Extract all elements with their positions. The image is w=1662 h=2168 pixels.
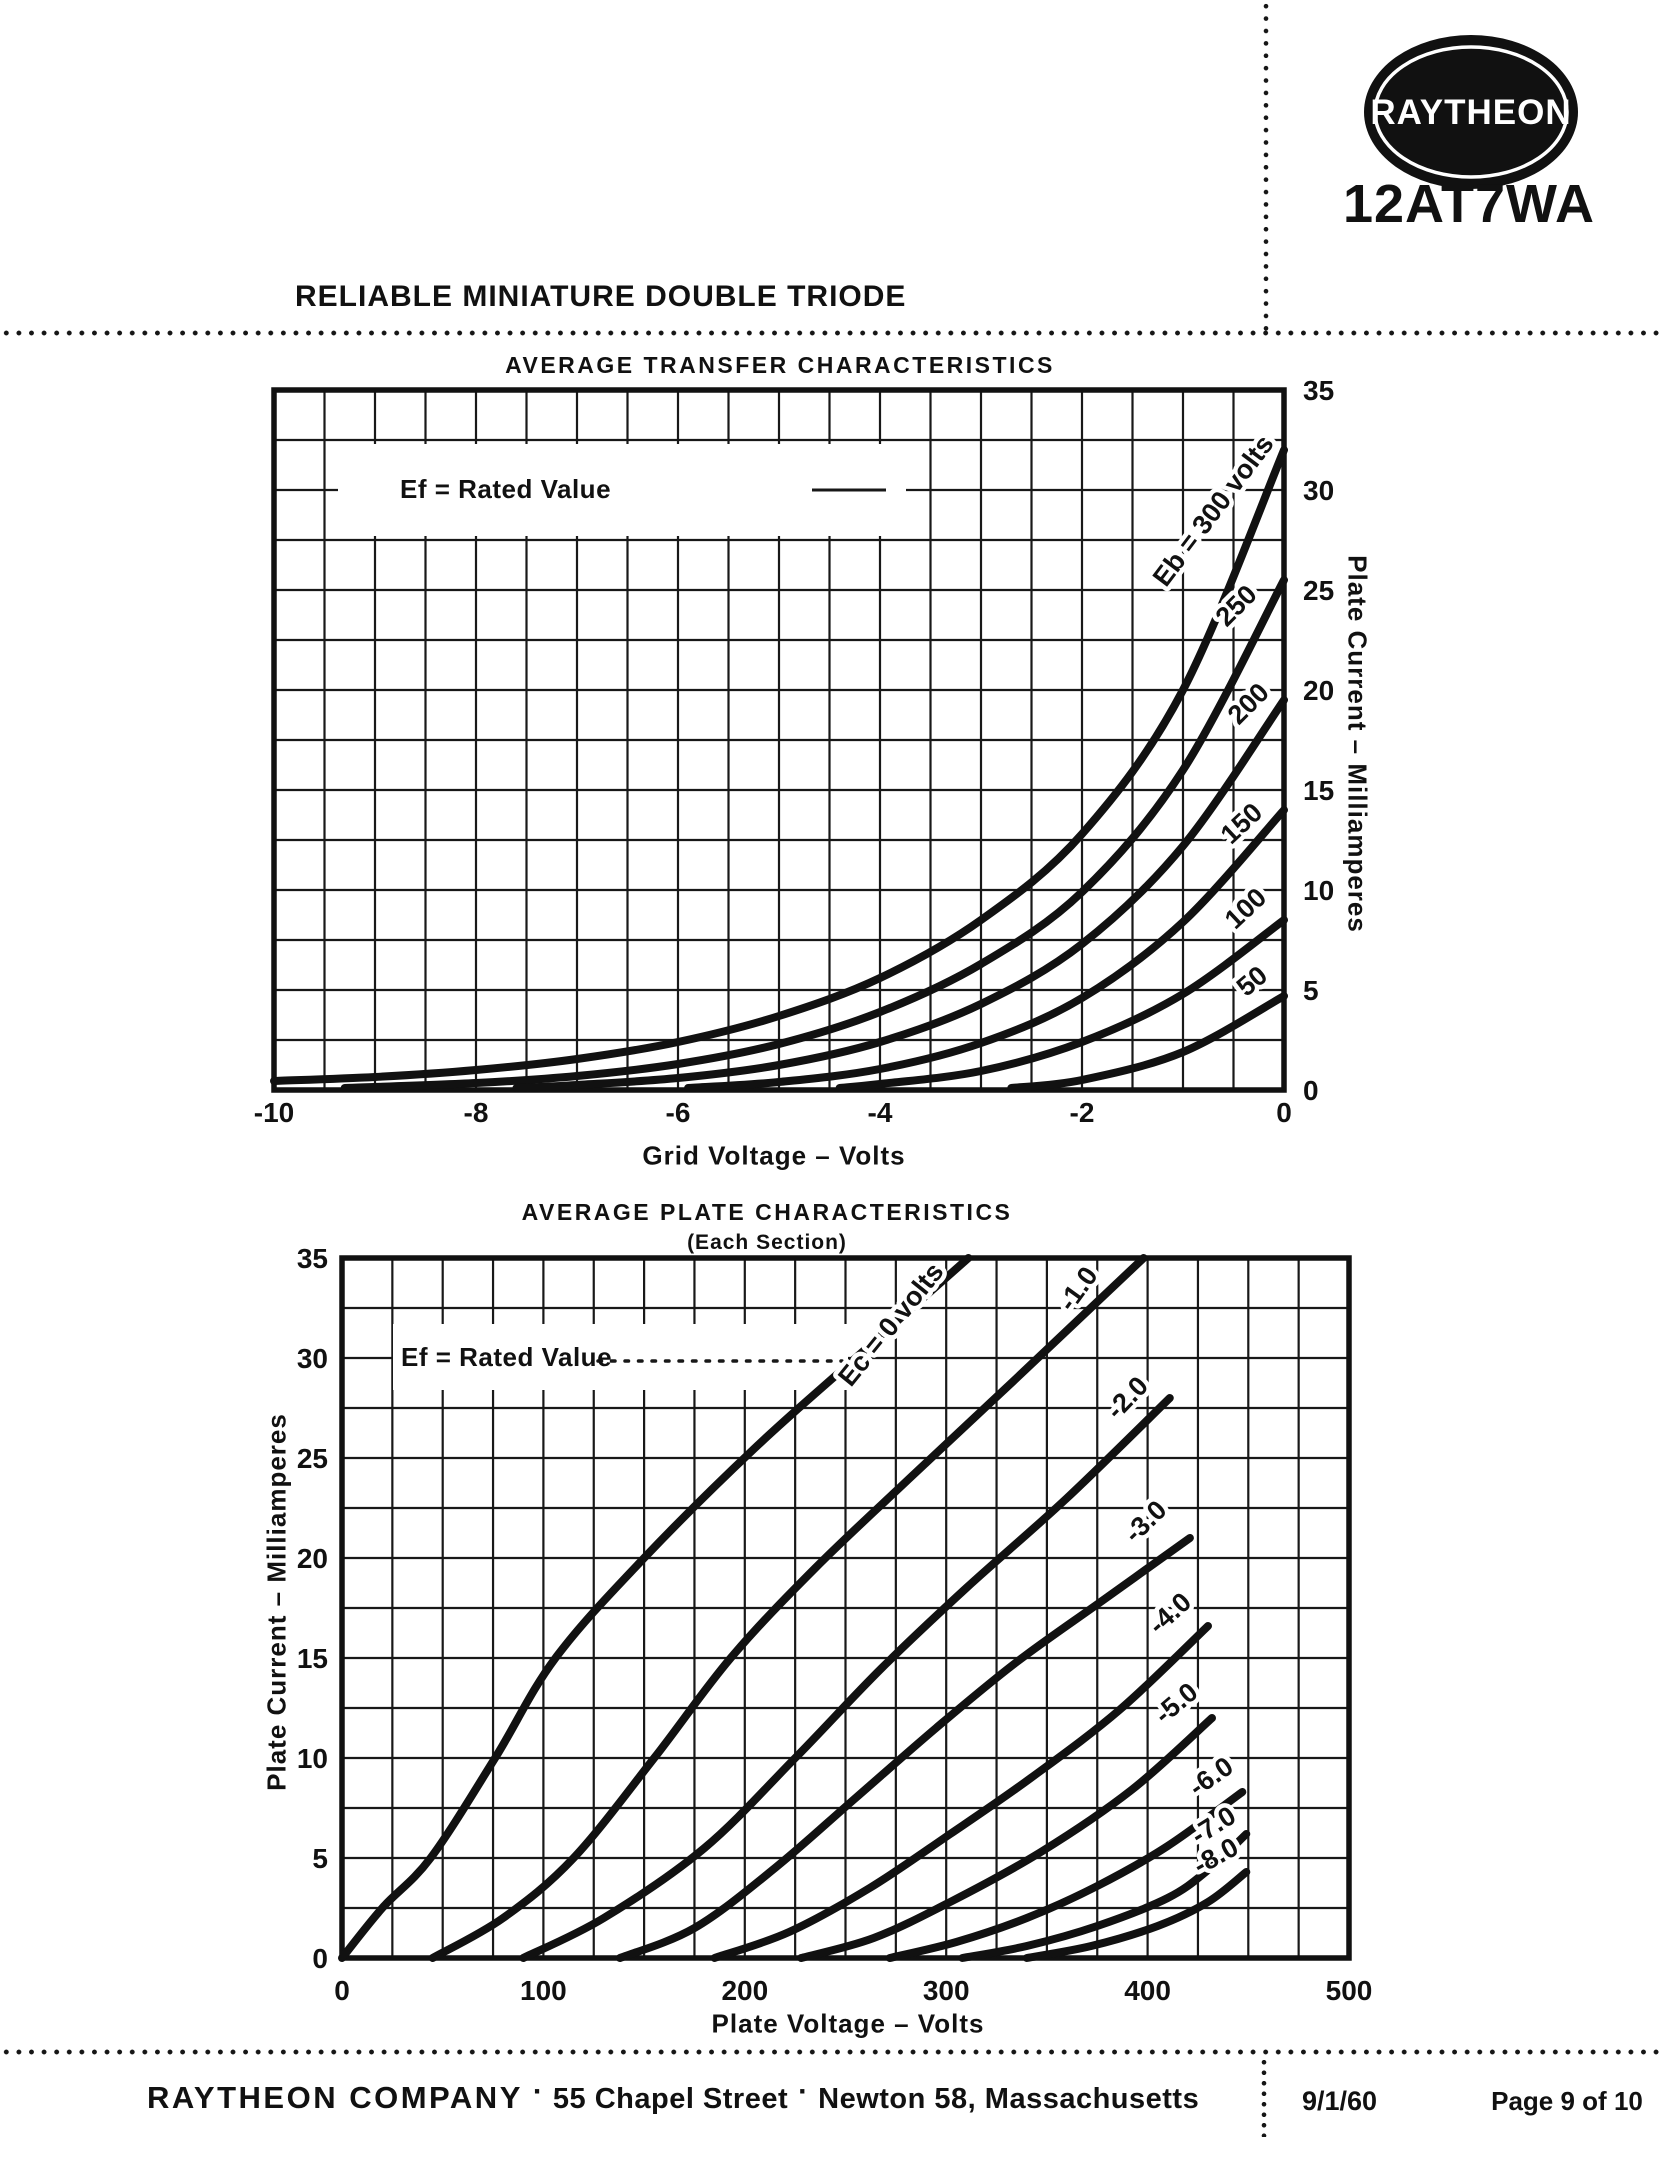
footer-date: 9/1/60 bbox=[1302, 2086, 1378, 2116]
curve bbox=[512, 696, 1288, 1092]
x-tick-label: -8 bbox=[464, 1097, 489, 1128]
dotted-divider-bottom bbox=[0, 2049, 1662, 2055]
x-tick-label: 500 bbox=[1326, 1975, 1373, 2006]
curve bbox=[340, 576, 1288, 1092]
logo-oval bbox=[1364, 35, 1578, 189]
dotted-divider-top bbox=[0, 330, 1662, 336]
y-tick-label: 30 bbox=[1303, 475, 1334, 506]
curve bbox=[615, 1534, 1194, 1962]
logo-text: RAYTHEON bbox=[1370, 93, 1571, 132]
footer-company: RAYTHEON COMPANY bbox=[147, 2080, 523, 2115]
curve bbox=[338, 1254, 973, 1962]
raytheon-logo: RAYTHEON bbox=[1364, 35, 1578, 189]
curve bbox=[1007, 992, 1288, 1092]
curve bbox=[835, 916, 1288, 1092]
footer-page-number: Page 9 of 10 bbox=[1491, 2086, 1643, 2116]
y-tick-label: 35 bbox=[1303, 375, 1334, 406]
x-tick-label: -2 bbox=[1070, 1097, 1095, 1128]
y-tick-label: 15 bbox=[297, 1643, 328, 1674]
plot-frame bbox=[271, 387, 1287, 1093]
curve-label: 50 bbox=[1231, 960, 1273, 1002]
part-number: 12AT7WA bbox=[1342, 174, 1596, 234]
curve-label: Ec = 0 volts bbox=[832, 1257, 949, 1392]
page-title: RELIABLE MINIATURE DOUBLE TRIODE bbox=[295, 280, 907, 313]
chart-2: Ec = 0 volts -1.0-2.0-3.0-4.0-5.0-6.0-7.0… bbox=[297, 1243, 1373, 2006]
x-tick-label: 0 bbox=[1276, 1097, 1292, 1128]
curve bbox=[428, 1254, 1148, 1962]
x-tick-label: -10 bbox=[254, 1097, 294, 1128]
curve bbox=[958, 1830, 1251, 1962]
chart2-subtitle: (Each Section) bbox=[687, 1231, 847, 1254]
y-tick-label: 10 bbox=[1303, 875, 1334, 906]
footer-city: Newton 58, Massachusetts bbox=[818, 2083, 1200, 2115]
chart1-yaxis-title: Plate Current – Milliamperes bbox=[1342, 555, 1373, 933]
curves bbox=[338, 1254, 1251, 1962]
curve bbox=[710, 1622, 1212, 1962]
footer-separator-dot: · bbox=[532, 2075, 543, 2108]
chart1-xaxis-title: Grid Voltage – Volts bbox=[642, 1140, 906, 1171]
chart2-title: AVERAGE PLATE CHARACTERISTICS bbox=[521, 1199, 1013, 1225]
footer-address-line: RAYTHEON COMPANY · 55 Chapel Street · Newton… bbox=[147, 2075, 1200, 2116]
y-tick-label: 10 bbox=[297, 1743, 328, 1774]
logo-inner-ring bbox=[1373, 45, 1569, 179]
annotation-box bbox=[393, 1324, 848, 1390]
x-tick-label: 300 bbox=[923, 1975, 970, 2006]
x-tick-label: -4 bbox=[868, 1097, 893, 1128]
curve bbox=[797, 1714, 1216, 1962]
chart2-annotation: Ef = Rated Value bbox=[401, 1342, 613, 1372]
plot-frame bbox=[339, 1255, 1352, 1961]
x-tick-label: 200 bbox=[721, 1975, 768, 2006]
curve-label: -3.0 bbox=[1118, 1495, 1172, 1549]
y-tick-label: 15 bbox=[1303, 775, 1334, 806]
curve bbox=[270, 446, 1288, 1085]
curves bbox=[270, 446, 1288, 1092]
y-tick-label: 0 bbox=[1303, 1075, 1319, 1106]
curve-label: -5.0 bbox=[1149, 1677, 1204, 1730]
x-tick-label: 400 bbox=[1124, 1975, 1171, 2006]
chart2-xaxis-title: Plate Voltage – Volts bbox=[711, 2008, 985, 2039]
curve bbox=[1022, 1868, 1251, 1962]
chart1-title: AVERAGE TRANSFER CHARACTERISTICS bbox=[505, 352, 1055, 378]
curve bbox=[885, 1788, 1247, 1962]
curve bbox=[684, 806, 1288, 1092]
footer-separator-dot: · bbox=[798, 2075, 809, 2108]
y-tick-label: 5 bbox=[1303, 975, 1319, 1006]
chart2-yaxis-title: Plate Current – Milliamperes bbox=[261, 1413, 292, 1791]
y-tick-label: 30 bbox=[297, 1343, 328, 1374]
footer-street: 55 Chapel Street bbox=[552, 2083, 789, 2115]
y-tick-label: 25 bbox=[1303, 575, 1334, 606]
y-tick-label: 25 bbox=[297, 1443, 328, 1474]
x-tick-label: 0 bbox=[334, 1975, 350, 2006]
dotted-divider-vertical-top bbox=[1263, 0, 1269, 333]
x-tick-label: -6 bbox=[666, 1097, 691, 1128]
curve-label: -4.0 bbox=[1142, 1587, 1197, 1640]
y-tick-label: 20 bbox=[297, 1543, 328, 1574]
y-tick-label: 0 bbox=[312, 1943, 328, 1974]
annotation-box bbox=[338, 444, 906, 536]
footer-dotted-divider-vertical bbox=[1261, 2057, 1267, 2137]
curve bbox=[519, 1394, 1174, 1962]
chart1-annotation: Ef = Rated Value bbox=[400, 474, 612, 504]
x-tick-label: 100 bbox=[520, 1975, 567, 2006]
y-tick-label: 35 bbox=[297, 1243, 328, 1274]
y-tick-label: 20 bbox=[1303, 675, 1334, 706]
y-tick-label: 5 bbox=[312, 1843, 328, 1874]
